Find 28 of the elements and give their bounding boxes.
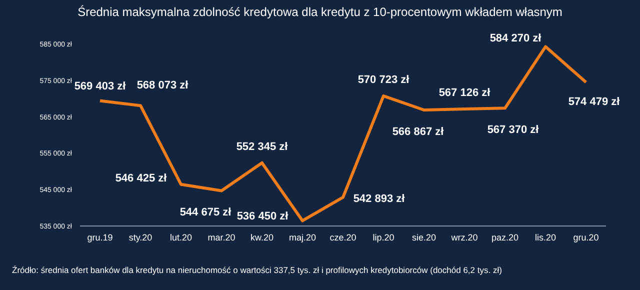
x-tick-label: mar.20 <box>208 232 236 242</box>
data-label: 569 403 zł <box>74 80 126 93</box>
data-label: 544 675 zł <box>180 206 232 219</box>
x-tick-label: wrz.20 <box>450 232 478 242</box>
data-label: 584 270 zł <box>490 32 542 45</box>
x-tick-label: paz.20 <box>491 232 519 242</box>
x-tick-label: maj.20 <box>288 232 316 242</box>
data-label: 574 479 zł <box>568 96 620 108</box>
chart-title: Średnia maksymalna zdolność kredytowa dla kredytu z 10-procentowym wkładem własnym <box>76 5 564 19</box>
data-label: 567 126 zł <box>438 86 490 99</box>
text: Źródło: średnia ofert banków dla kredytu na nieruchomość o wartości 337,5 tys. zł i profilowych kredytobiorców (dochód 6,2 tys. zł) <box>12 265 502 275</box>
x-tick-label: sie.20 <box>412 232 436 242</box>
data-label: 536 450 zł <box>236 210 288 223</box>
data-label: 566 867 zł <box>392 126 444 138</box>
x-tick-label: lip.20 <box>372 232 394 242</box>
data-label: 552 345 zł <box>236 140 288 153</box>
x-tick-label: cze.20 <box>330 232 356 242</box>
x-tick-label: kw.20 <box>250 232 274 242</box>
x-tick-label: sty.20 <box>128 232 152 242</box>
x-tick-label: gru.20 <box>573 232 599 242</box>
x-tick-label: lut.20 <box>170 232 192 242</box>
data-label: 567 370 zł <box>487 124 539 136</box>
data-label: 546 425 zł <box>115 172 167 184</box>
data-label: 568 073 zł <box>136 80 188 92</box>
data-label: 570 723 zł <box>358 74 410 86</box>
x-tick-label: lis.20 <box>534 232 556 242</box>
x-tick-label: gru.19 <box>87 232 113 242</box>
data-label: 542 893 zł <box>353 193 405 206</box>
